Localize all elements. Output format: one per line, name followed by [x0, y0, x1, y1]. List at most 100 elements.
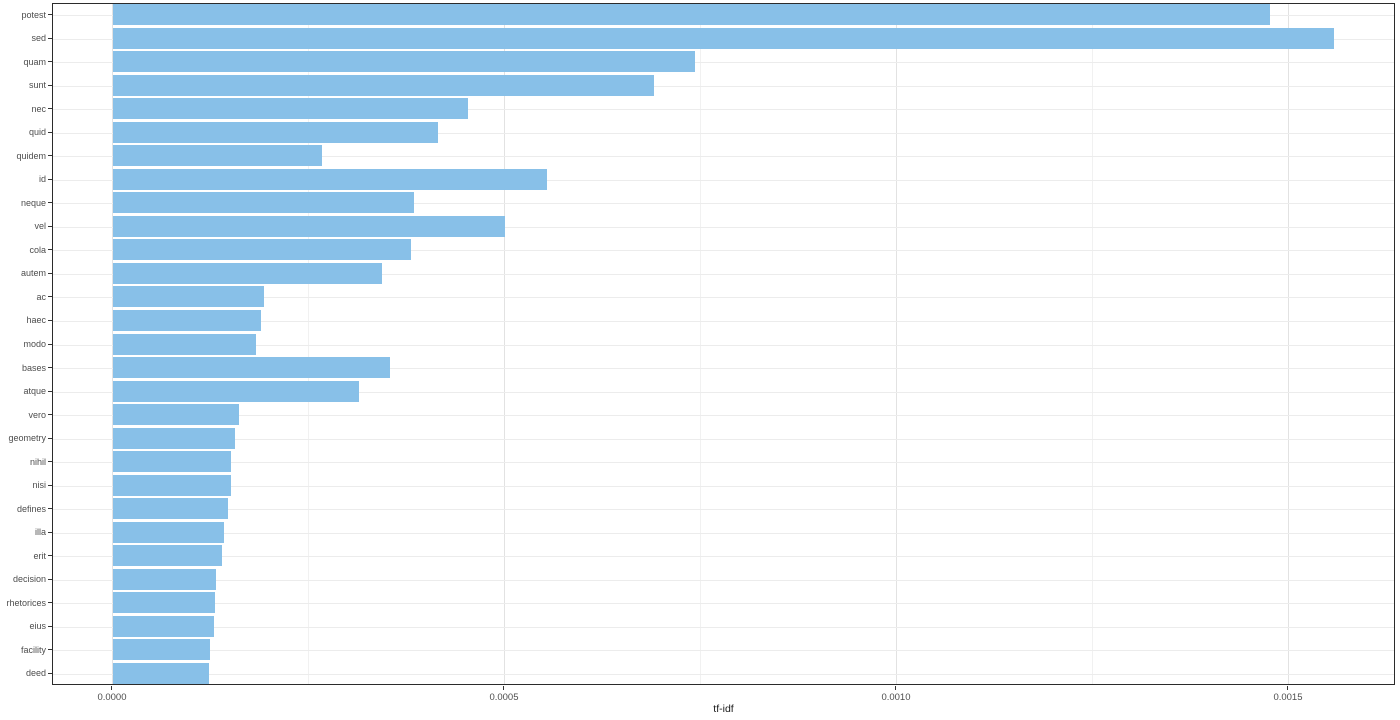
bar-vero — [112, 404, 240, 426]
category-gridline — [53, 603, 1394, 605]
y-axis-label: facility — [20, 644, 46, 655]
y-axis-label: vero — [28, 409, 46, 420]
category-gridline — [53, 250, 1394, 252]
y-tick-mark — [48, 296, 52, 298]
y-tick-mark — [48, 14, 52, 16]
bar-nec — [112, 98, 469, 120]
category-gridline — [53, 438, 1394, 440]
y-axis-label: sunt — [28, 80, 46, 91]
y-axis-label: bases — [21, 362, 46, 373]
bar-sunt — [112, 74, 654, 96]
y-tick-mark — [48, 61, 52, 63]
bar-eius — [112, 615, 215, 637]
y-tick-mark — [48, 343, 52, 345]
x-axis-tick-label: 0.0000 — [97, 692, 127, 703]
minor-gridline — [308, 4, 310, 684]
y-tick-mark — [48, 249, 52, 251]
minor-gridline — [1092, 4, 1094, 684]
bar-deed — [112, 662, 210, 684]
y-axis-label: nec — [31, 103, 46, 114]
y-axis-label: nihil — [29, 456, 46, 467]
y-axis-label: atque — [23, 386, 46, 397]
y-axis-label: eius — [29, 621, 46, 632]
y-axis-label: quid — [28, 127, 46, 138]
y-tick-mark — [48, 672, 52, 674]
bar-facility — [112, 639, 211, 661]
y-tick-mark — [48, 202, 52, 204]
category-gridline — [53, 62, 1394, 64]
y-tick-mark — [48, 272, 52, 274]
category-gridline — [53, 368, 1394, 370]
y-axis-label: haec — [26, 315, 46, 326]
y-axis-label: illa — [34, 527, 46, 538]
bar-nihil — [112, 451, 232, 473]
category-gridline — [53, 579, 1394, 581]
category-gridline — [53, 415, 1394, 417]
bar-quam — [112, 51, 695, 73]
bar-ac — [112, 286, 265, 308]
y-tick-mark — [48, 225, 52, 227]
category-gridline — [53, 297, 1394, 299]
category-gridline — [53, 85, 1394, 87]
y-tick-mark — [48, 84, 52, 86]
bar-defines — [112, 498, 229, 520]
category-gridline — [53, 532, 1394, 534]
bar-potest — [112, 4, 1271, 26]
category-gridline — [53, 673, 1394, 675]
x-tick-mark — [895, 686, 897, 690]
bar-quid — [112, 121, 439, 143]
y-axis-label: sed — [31, 33, 46, 44]
category-gridline — [53, 132, 1394, 134]
category-gridline — [53, 650, 1394, 652]
category-gridline — [53, 556, 1394, 558]
y-tick-mark — [48, 390, 52, 392]
x-tick-mark — [503, 686, 505, 690]
y-axis-label: quidem — [16, 150, 46, 161]
x-tick-mark — [1287, 686, 1289, 690]
x-axis-tick-label: 0.0015 — [1273, 692, 1303, 703]
y-tick-mark — [48, 461, 52, 463]
y-axis-label: ac — [36, 291, 46, 302]
category-gridline — [53, 626, 1394, 628]
bar-geometry — [112, 427, 236, 449]
category-gridline — [53, 509, 1394, 511]
y-axis-label: decision — [12, 574, 46, 585]
y-tick-mark — [48, 484, 52, 486]
bar-decision — [112, 568, 216, 590]
major-gridline — [504, 4, 506, 684]
y-tick-mark — [48, 578, 52, 580]
y-tick-mark — [48, 367, 52, 369]
category-gridline — [53, 462, 1394, 464]
y-tick-mark — [48, 155, 52, 157]
y-tick-mark — [48, 108, 52, 110]
y-axis-label: id — [38, 174, 46, 185]
category-gridline — [53, 273, 1394, 275]
y-axis-label: nisi — [32, 480, 46, 491]
bar-neque — [112, 192, 415, 214]
category-gridline — [53, 156, 1394, 158]
y-tick-mark — [48, 437, 52, 439]
category-gridline — [53, 179, 1394, 181]
bar-erit — [112, 545, 222, 567]
x-tick-mark — [111, 686, 113, 690]
bar-illa — [112, 521, 225, 543]
y-tick-mark — [48, 531, 52, 533]
bar-autem — [112, 262, 382, 284]
y-axis-label: modo — [23, 339, 46, 349]
bar-sed — [112, 27, 1334, 49]
minor-gridline — [700, 4, 702, 684]
y-axis-label: cola — [29, 244, 46, 255]
bar-atque — [112, 380, 360, 402]
y-axis-label: geometry — [8, 433, 46, 444]
y-axis-label: deed — [25, 668, 46, 679]
category-gridline — [53, 344, 1394, 346]
y-tick-mark — [48, 131, 52, 133]
y-axis-label: potest — [21, 9, 46, 20]
bar-vel — [112, 215, 505, 237]
y-tick-mark — [48, 602, 52, 604]
category-gridline — [53, 203, 1394, 205]
y-tick-mark — [48, 37, 52, 39]
y-axis-label: vel — [34, 221, 46, 232]
x-axis-tick-label: 0.0005 — [489, 692, 519, 703]
